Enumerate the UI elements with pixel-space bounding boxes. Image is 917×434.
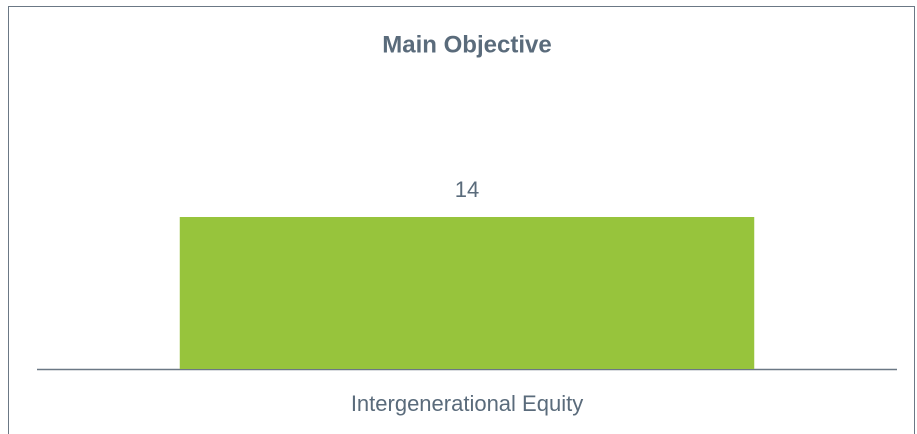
data-label: 14 (455, 177, 479, 202)
x-tick-label: Intergenerational Equity (351, 391, 583, 416)
bar (179, 217, 755, 369)
chart-title: Main Objective (382, 31, 551, 58)
